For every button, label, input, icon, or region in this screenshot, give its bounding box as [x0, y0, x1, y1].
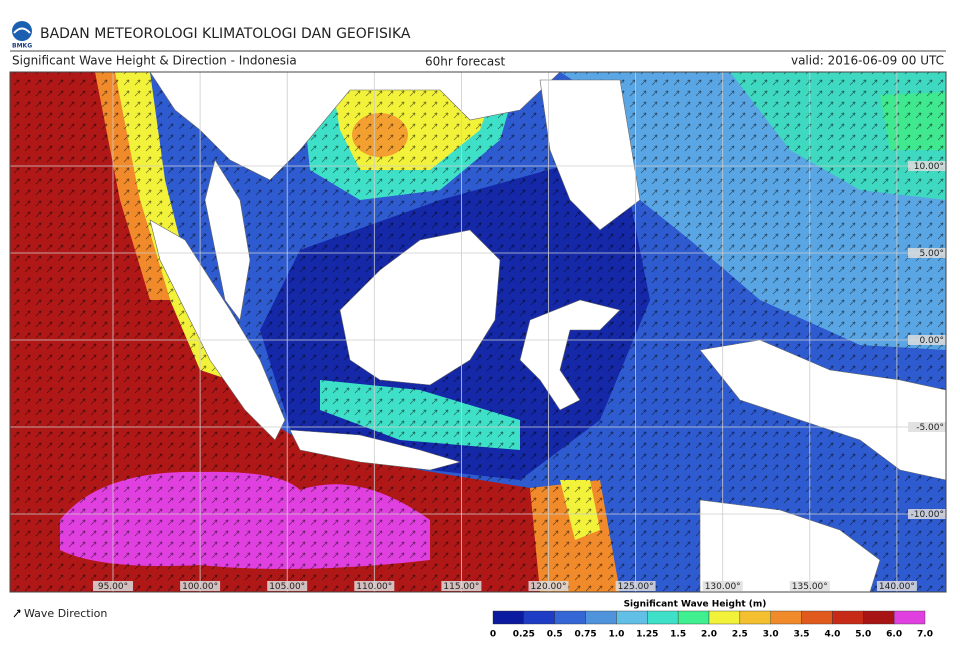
lat-label-box — [908, 422, 946, 432]
colorbar-tick-label: 2.0 — [701, 630, 717, 640]
lon-label: 115.00° — [443, 582, 479, 592]
lat-label: -10.00° — [910, 510, 944, 520]
indochina — [149, 72, 561, 181]
lat-label-box — [908, 248, 946, 258]
lat-label: 10.00° — [914, 162, 944, 172]
lat-label-box — [908, 161, 946, 171]
colorbar-swatch — [801, 610, 833, 625]
sulawesi — [519, 299, 621, 411]
kalimantan — [339, 229, 501, 386]
colorbar-tick-label: 0.25 — [513, 630, 535, 640]
colorbar-tick-label: 4.0 — [824, 630, 840, 640]
colorbar-tick-label: 0 — [490, 630, 496, 640]
land — [149, 72, 946, 592]
agency-name: BADAN METEOROLOGI KLIMATOLOGI DAN GEOFIS… — [40, 26, 411, 42]
colorbar-swatch — [863, 610, 895, 625]
map-frame — [9, 71, 947, 593]
colorbar-tick-label: 3.0 — [763, 630, 779, 640]
lon-label-box — [702, 581, 743, 591]
lon-label-box — [528, 581, 569, 591]
colorbar-tick-label: 5.0 — [855, 630, 871, 640]
direction-arrow-icon — [13, 609, 21, 618]
colorbar-tick-label: 1.5 — [670, 630, 686, 640]
lon-label: 140.00° — [879, 582, 915, 592]
lon-label-box — [441, 581, 482, 591]
australia — [699, 499, 881, 592]
colorbar-tick-label: 6.0 — [886, 630, 902, 640]
colorbar-tick-label: 2.5 — [732, 630, 748, 640]
lon-label-box — [354, 581, 395, 591]
colorbar-swatch — [708, 610, 741, 625]
lon-label: 120.00° — [531, 582, 567, 592]
lon-label: 135.00° — [792, 582, 828, 592]
lon-label: 105.00° — [269, 582, 305, 592]
lat-label: -5.00° — [916, 423, 944, 433]
lat-label-box — [908, 509, 946, 519]
colorbar-swatch — [893, 610, 926, 625]
lon-label: 100.00° — [182, 582, 218, 592]
colorbar-tick-label: 3.5 — [794, 630, 810, 640]
valid-time: valid: 2016-06-09 00 UTC — [791, 54, 944, 68]
direction-label: Wave Direction — [24, 607, 107, 620]
lon-label: 130.00° — [705, 582, 741, 592]
colorbar-title: Significant Wave Height (m) — [624, 600, 767, 610]
lon-label-box — [93, 581, 133, 591]
graticule: 95.00° 100.00° 105.00° 110.00° 115.00° 120.00… — [10, 72, 946, 592]
colorbar-tick-label: 0.5 — [547, 630, 563, 640]
lon-label-box — [789, 581, 830, 591]
sumatra — [149, 219, 286, 441]
lon-label: 125.00° — [618, 582, 654, 592]
colorbar-swatch — [770, 610, 802, 625]
colorbar-tick-label: 0.75 — [574, 630, 596, 640]
lon-label: 95.00° — [98, 582, 128, 592]
colorbar: 0 0.25 0.5 0.75 1.0 1.25 1.5 2.0 2.5 3.0 3.5 4.0 5.0… — [490, 610, 933, 640]
colorbar-swatch — [739, 610, 771, 625]
colorbar-swatch — [554, 610, 586, 625]
colorbar-tick-label: 7.0 — [917, 630, 933, 640]
colorbar-tick-label: 1.25 — [636, 630, 658, 640]
lat-label-box — [908, 335, 946, 345]
forecast-hour: 60hr forecast — [425, 55, 505, 69]
logo-text: BMKG — [12, 43, 32, 50]
lon-label-box — [876, 581, 917, 591]
malay-peninsula — [204, 159, 251, 321]
lat-label: 0.00° — [919, 336, 944, 346]
logo — [12, 21, 32, 41]
colorbar-swatch — [832, 610, 864, 625]
colorbar-swatch — [492, 610, 525, 625]
lon-label-box — [267, 581, 308, 591]
colorbar-swatch — [647, 610, 679, 625]
lon-label-box — [615, 581, 656, 591]
lon-label: 110.00° — [356, 582, 392, 592]
new-guinea — [699, 339, 946, 481]
colorbar-swatch — [523, 610, 555, 625]
lat-label: 5.00° — [919, 249, 944, 259]
colorbar-tick-label: 1.0 — [608, 630, 624, 640]
philippines — [539, 79, 641, 231]
colorbar-swatch — [616, 610, 648, 625]
wave-map: 95.00° 100.00° 105.00° 110.00° 115.00° 120.00… — [10, 72, 946, 592]
lon-label-box — [180, 581, 221, 591]
colorbar-swatch — [585, 610, 617, 625]
map-title: Significant Wave Height & Direction - In… — [12, 54, 297, 68]
java — [289, 429, 462, 471]
colorbar-swatch — [677, 610, 710, 625]
